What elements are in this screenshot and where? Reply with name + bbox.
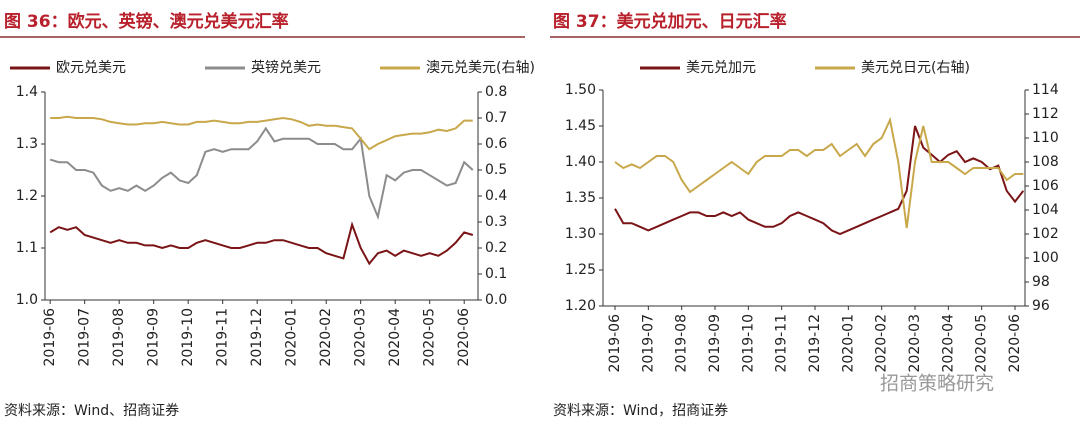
x-tick-label: 2020-01 [284,308,300,367]
y2-tick-label: 96 [1032,298,1050,314]
legend-label: 美元兑日元(右轴) [861,60,970,76]
x-tick-label: 2019-06 [42,308,58,367]
legend-label: 英镑兑美元 [251,59,321,76]
legend-label: 澳元兑美元(右轴) [426,60,535,76]
y2-tick-label: 104 [1032,202,1059,218]
y2-tick-label: 0.4 [485,188,507,204]
y-tick-label: 1.30 [565,226,596,242]
y2-tick-label: 102 [1032,226,1059,242]
x-tick-label: 2019-11 [774,314,790,373]
x-tick-label: 2020-04 [940,314,956,373]
x-tick-label: 2020-05 [974,314,990,373]
x-tick-label: 2019-07 [640,314,656,373]
x-tick-label: 2019-09 [707,314,723,373]
y-tick-label: 1.40 [565,154,596,170]
x-tick-label: 2019-08 [111,308,127,367]
x-tick-label: 2020-02 [874,314,890,373]
series-line [614,125,1025,236]
y-tick-label: 1.50 [565,82,596,98]
legend-label: 美元兑加元 [686,60,756,76]
y-tick-label: 1.35 [565,190,596,206]
series-line [49,126,474,221]
y-tick-label: 1.0 [16,292,38,308]
y2-tick-label: 98 [1032,274,1050,290]
y2-tick-label: 0.5 [485,162,507,178]
x-tick-label: 2020-06 [1007,314,1023,373]
y2-tick-label: 0.1 [485,266,507,282]
y2-tick-label: 114 [1032,82,1059,98]
x-tick-label: 2019-09 [146,308,162,367]
y-tick-label: 1.2 [16,188,38,204]
y2-tick-label: 100 [1032,250,1059,266]
y2-tick-label: 110 [1032,130,1059,146]
x-tick-label: 2020-02 [318,308,334,367]
y-tick-label: 1.20 [565,298,596,314]
series-line [50,115,473,151]
y2-tick-label: 0.8 [485,84,507,100]
chart-title: 图 36：欧元、英镑、澳元兑美元汇率 [4,11,289,32]
x-tick-label: 2020-04 [387,308,403,367]
y2-tick-label: 0.0 [485,292,507,308]
source: 资料来源：Wind，招商证券 [553,403,728,419]
chart-title: 图 37：美元兑加元、日元汇率 [553,11,787,32]
x-tick-label: 2020-01 [840,314,856,373]
watermark: 招商策略研究 [880,373,994,395]
series-line [614,116,1024,229]
y2-tick-label: 0.6 [485,136,507,152]
source: 资料来源：Wind、招商证券 [4,403,179,419]
x-tick-label: 2019-12 [807,314,823,373]
y2-tick-label: 112 [1032,106,1059,122]
x-tick-label: 2020-05 [422,308,438,367]
x-tick-label: 2019-07 [77,308,93,367]
x-tick-label: 2019-11 [215,308,231,367]
x-tick-label: 2019-10 [180,308,196,367]
y2-tick-label: 106 [1032,178,1059,194]
x-tick-label: 2019-08 [674,314,690,373]
x-tick-label: 2019-10 [740,314,756,373]
y-tick-label: 1.1 [16,240,38,256]
x-tick-label: 2020-03 [353,308,369,367]
x-tick-label: 2020-03 [907,314,923,373]
y-tick-label: 1.45 [565,118,596,134]
y-tick-label: 1.3 [16,136,38,152]
x-tick-label: 2020-06 [456,308,472,367]
y2-tick-label: 108 [1032,154,1059,170]
series-line [49,221,474,266]
x-tick-label: 2019-12 [249,308,265,367]
y-tick-label: 1.25 [565,262,596,278]
legend-label: 欧元兑美元 [56,60,126,76]
y-tick-label: 1.4 [16,84,38,100]
y2-tick-label: 0.7 [485,110,507,126]
y2-tick-label: 0.3 [485,214,507,230]
y2-tick-label: 0.2 [485,240,507,256]
x-tick-label: 2019-06 [607,314,623,373]
